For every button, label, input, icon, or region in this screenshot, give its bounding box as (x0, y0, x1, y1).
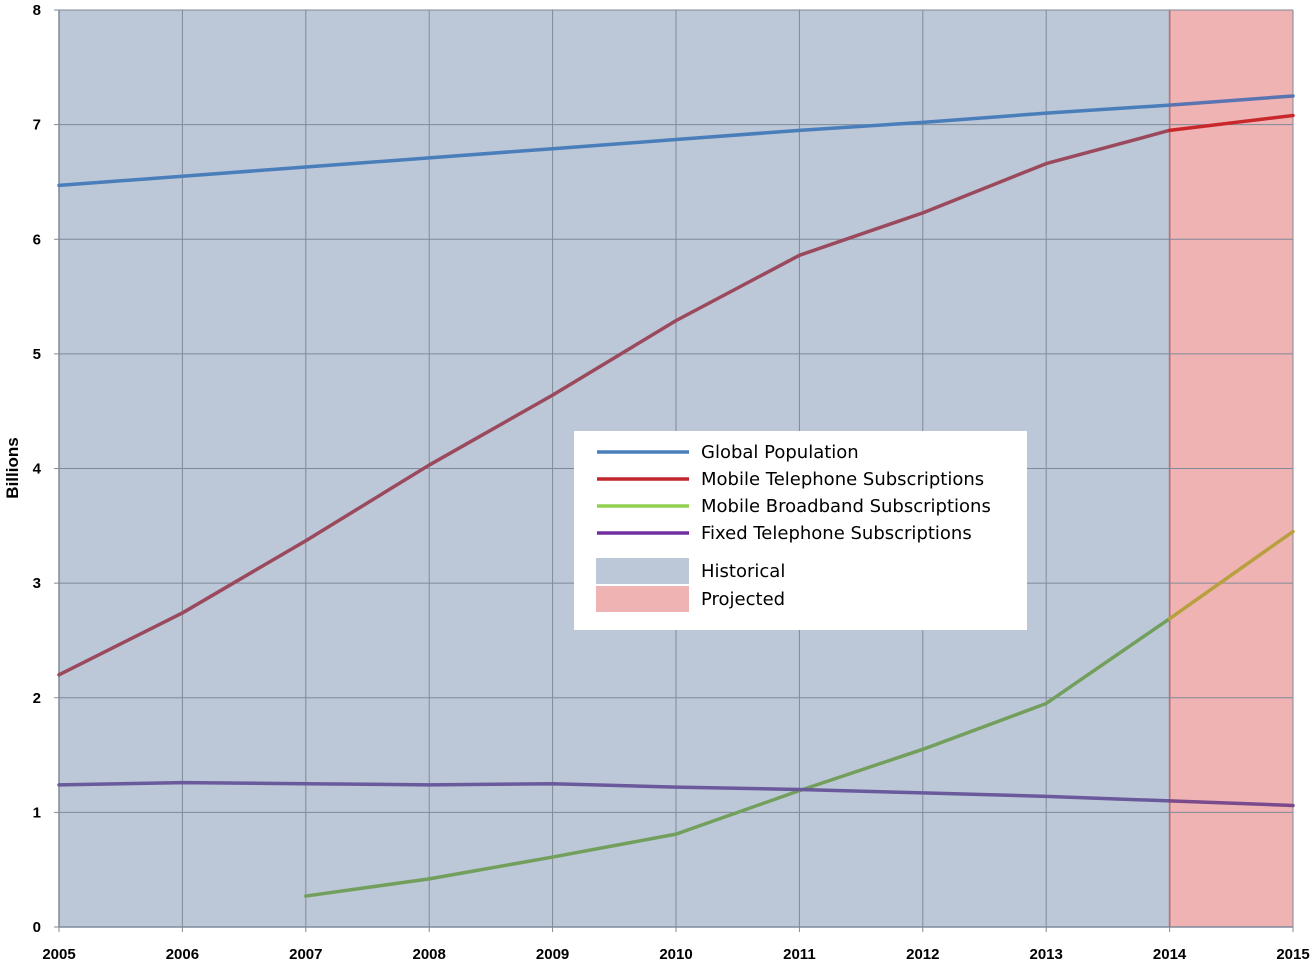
y-axis-label: Billions (3, 437, 22, 498)
y-tick-label: 3 (33, 575, 41, 592)
y-tick-label: 2 (33, 690, 41, 707)
legend-entry: Mobile Telephone Subscriptions (701, 469, 984, 490)
series-line-mobile-telephone-subscriptions (57, 128, 1172, 677)
legend-swatch-box (596, 586, 689, 612)
series-line-projected-fixed-telephone-subscriptions (1167, 799, 1295, 808)
x-tick-label: 2013 (1030, 946, 1063, 962)
y-axis-ticks: 0 1 2 3 4 5 6 7 8 (33, 2, 42, 936)
x-tick-label: 2014 (1153, 946, 1187, 962)
series-line-global-population (57, 103, 1172, 188)
y-tick-label: 0 (33, 919, 41, 936)
y-tick-label: 6 (33, 231, 41, 248)
legend-swatch-box (596, 558, 689, 584)
series-line-mobile-broadband-subscriptions (304, 616, 1172, 898)
legend-items: Global Population Mobile Telephone Subscr… (596, 442, 991, 612)
legend-entry: Projected (701, 589, 785, 610)
y-tick-label: 8 (33, 2, 41, 19)
series-line-projected-mobile-telephone-subscriptions (1167, 113, 1295, 133)
series-line-projected-global-population (1167, 94, 1295, 107)
legend-entry: Global Population (701, 442, 859, 463)
series-line-projected-mobile-broadband-subscriptions (1167, 529, 1295, 621)
legend-entry: Fixed Telephone Subscriptions (701, 523, 972, 544)
x-tick-label: 2010 (659, 946, 692, 962)
series-lines (57, 94, 1295, 898)
x-tick-label: 2011 (783, 946, 816, 962)
x-axis-ticks: 2005 2006 2007 2008 2009 2010 2011 2012 2013 2014… (42, 946, 1309, 962)
legend: Global Population Mobile Telephone Subscr… (574, 431, 1027, 630)
x-tick-label: 2015 (1276, 946, 1309, 962)
x-tick-label: 2012 (906, 946, 939, 962)
x-tick-label: 2006 (166, 946, 199, 962)
x-tick-label: 2005 (42, 946, 75, 962)
x-tick-label: 2008 (413, 946, 446, 962)
y-tick-label: 4 (33, 461, 42, 478)
x-tick-label: 2007 (289, 946, 322, 962)
legend-entry: Historical (701, 561, 785, 582)
y-tick-label: 7 (33, 117, 41, 134)
legend-entry: Mobile Broadband Subscriptions (701, 496, 991, 517)
y-tick-label: 1 (33, 804, 41, 821)
x-tick-label: 2009 (536, 946, 569, 962)
series-line-fixed-telephone-subscriptions (57, 780, 1172, 803)
y-tick-label: 5 (33, 346, 41, 363)
